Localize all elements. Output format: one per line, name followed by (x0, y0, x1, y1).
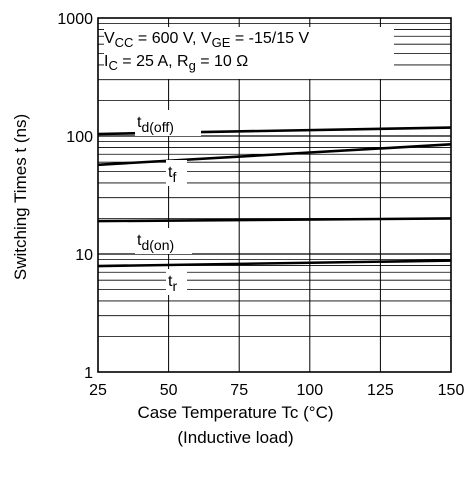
x-tick-label: 150 (438, 382, 465, 399)
series-label-td-off: td(off) (137, 114, 174, 135)
x-tick-label: 50 (160, 382, 178, 399)
x-tick-label: 100 (296, 382, 323, 399)
tick-labels: 25 50 75 100 125 150 1 10 100 1000 (57, 11, 464, 399)
series-line-td-on (97, 217, 452, 223)
y-tick-label: 10 (75, 247, 93, 264)
x-tick-label: 75 (230, 382, 248, 399)
series-label-background (166, 160, 187, 186)
series-label-background (135, 110, 201, 136)
y-tick-label: 100 (66, 129, 93, 146)
test-conditions-line-1: VCC = 600 V, VGE = -15/15 V (104, 30, 310, 50)
test-conditions-box: VCC = 600 V, VGE = -15/15 V IC = 25 A, R… (104, 27, 394, 79)
series-label-background (166, 269, 187, 295)
y-tick-label: 1 (84, 365, 93, 382)
x-tick-label: 125 (367, 382, 394, 399)
x-tick-label: 25 (89, 382, 107, 399)
series-label-td-on: td(on) (137, 232, 174, 253)
series-label-tr: tr (168, 273, 177, 294)
series-label-background (135, 228, 192, 254)
y-tick-label: 1000 (57, 11, 93, 28)
series-line-tf (97, 143, 452, 167)
x-axis-subtitle: (Inductive load) (177, 428, 294, 447)
axes (97, 17, 452, 373)
plot-frame (97, 17, 452, 373)
series-labels: td(off) tf td(on) tr (135, 110, 201, 295)
test-conditions-line-2: IC = 25 A, Rg = 10 Ω (104, 53, 249, 73)
series-line-tr (97, 259, 452, 268)
series-label-tf: tf (168, 164, 176, 185)
y-axis-title: Switching Times t (ns) (11, 114, 30, 280)
x-axis-title: Case Temperature Tc (°C) (137, 403, 334, 422)
